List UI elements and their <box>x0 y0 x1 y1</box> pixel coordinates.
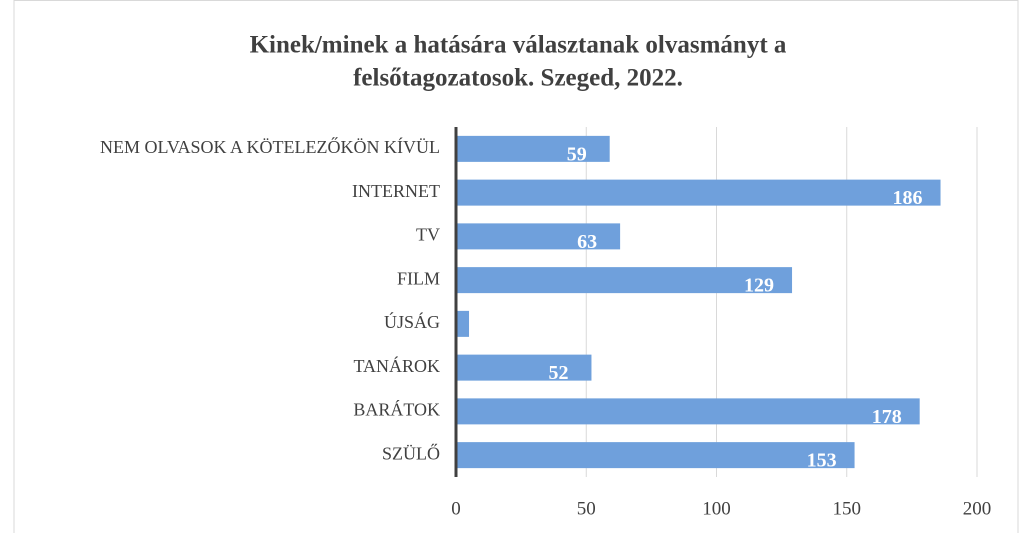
x-tick-label: 100 <box>702 498 731 519</box>
bar <box>456 223 621 250</box>
bar <box>456 267 793 294</box>
data-label: 129 <box>744 275 774 297</box>
data-label: 186 <box>893 187 923 209</box>
bar <box>456 442 855 469</box>
data-label: 63 <box>577 231 597 253</box>
data-label: 153 <box>807 450 837 472</box>
bar <box>456 310 470 337</box>
chart-border <box>13 0 1019 533</box>
y-tick-label: TV <box>416 225 440 245</box>
y-tick-label: SZÜLŐ <box>382 442 440 463</box>
x-tick-label: 200 <box>963 498 992 519</box>
x-tick-label: 0 <box>451 498 461 519</box>
x-tick-label: 150 <box>833 498 862 519</box>
y-tick-label: BARÁTOK <box>353 399 440 420</box>
data-label: 178 <box>872 406 902 428</box>
bar <box>456 354 592 381</box>
bar <box>456 179 941 206</box>
data-label: 59 <box>567 143 587 165</box>
data-label: 52 <box>548 362 568 384</box>
y-tick-label: NEM OLVASOK A KÖTELEZŐKÖN KÍVÜL <box>100 136 440 157</box>
y-tick-label: TANÁROK <box>353 355 440 376</box>
chart-title: felsőtagozatosok. Szeged, 2022. <box>353 65 683 92</box>
y-tick-label: INTERNET <box>352 181 440 201</box>
y-tick-label: ÚJSÁG <box>384 311 440 332</box>
bar <box>456 135 610 162</box>
x-tick-label: 50 <box>577 498 596 519</box>
bar <box>456 398 920 425</box>
y-tick-label: FILM <box>397 268 440 288</box>
chart-title: Kinek/minek a hatására választanak olvas… <box>250 32 787 59</box>
